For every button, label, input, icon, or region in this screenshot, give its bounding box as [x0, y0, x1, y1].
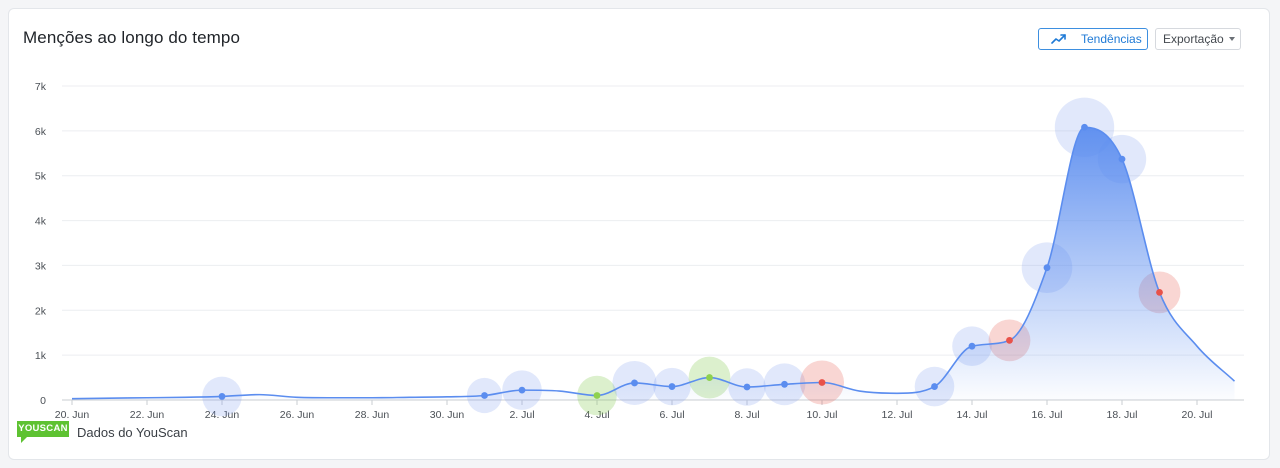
data-point[interactable] — [968, 342, 976, 350]
y-tick-label: 6k — [35, 126, 47, 138]
youscan-logo-badge — [17, 421, 69, 443]
data-points — [218, 123, 1163, 400]
data-point[interactable] — [1043, 264, 1051, 272]
footer: YOUSCAN Dados do YouScan — [17, 421, 188, 443]
y-tick-label: 0 — [40, 395, 46, 407]
x-tick-label: 20. Jun — [55, 409, 90, 421]
data-point[interactable] — [631, 379, 638, 387]
data-point[interactable] — [1118, 155, 1126, 163]
mentions-area — [72, 127, 1235, 401]
y-tick-label: 1k — [35, 350, 47, 362]
x-tick-label: 14. Jul — [957, 409, 988, 421]
x-tick-label: 10. Jul — [807, 409, 838, 421]
x-tick-label: 26. Jun — [280, 409, 315, 421]
data-point[interactable] — [518, 386, 526, 394]
y-tick-label: 2k — [35, 305, 47, 317]
y-tick-label: 7k — [35, 81, 47, 93]
x-tick-label: 30. Jun — [430, 409, 465, 421]
data-point[interactable] — [593, 392, 601, 399]
export-dropdown[interactable]: Exportação — [1155, 28, 1241, 50]
x-tick-label: 24. Jun — [205, 409, 240, 421]
y-tick-label: 3k — [35, 260, 47, 272]
x-tick-label: 16. Jul — [1032, 409, 1063, 421]
x-tick-label: 12. Jul — [882, 409, 913, 421]
data-credit: Dados do YouScan — [77, 424, 188, 440]
x-tick-label: 18. Jul — [1107, 409, 1138, 421]
x-tick-label: 20. Jul — [1182, 409, 1213, 421]
y-axis-ticks: 0 1k 2k 3k 4k 5k 6k 7k — [35, 81, 47, 407]
youscan-logo-text: YOUSCAN — [18, 423, 68, 434]
data-point[interactable] — [743, 383, 751, 391]
data-point[interactable] — [481, 392, 488, 399]
x-axis-ticks: 20. Jun 22. Jun 24. Jun 26. Jun 28. Jun 30. J… — [55, 400, 1213, 421]
x-tick-label: 6. Jul — [659, 409, 684, 421]
chart-title: Menções ao longo do tempo — [23, 28, 241, 47]
caret-down-icon — [1228, 37, 1235, 41]
x-tick-label: 4. Jul — [584, 409, 609, 421]
y-tick-label: 4k — [35, 216, 47, 228]
data-point[interactable] — [818, 379, 826, 386]
trends-button[interactable]: Tendências — [1038, 28, 1148, 50]
data-point[interactable] — [1006, 336, 1013, 344]
y-tick-label: 5k — [35, 171, 47, 183]
youscan-logo: YOUSCAN — [17, 421, 69, 443]
x-tick-label: 28. Jun — [355, 409, 390, 421]
data-point[interactable] — [668, 383, 676, 390]
data-point[interactable] — [1156, 288, 1163, 296]
x-tick-label: 8. Jul — [734, 409, 759, 421]
data-point[interactable] — [1081, 123, 1088, 131]
data-point[interactable] — [931, 383, 938, 390]
data-point[interactable] — [781, 380, 788, 388]
trends-button-label: Tendências — [1081, 32, 1142, 46]
x-tick-label: 2. Jul — [509, 409, 534, 421]
data-point[interactable] — [706, 374, 713, 381]
x-tick-label: 22. Jun — [130, 409, 165, 421]
export-dropdown-label: Exportação — [1163, 32, 1224, 46]
trend-line-icon — [1051, 34, 1066, 44]
data-point[interactable] — [218, 393, 226, 400]
